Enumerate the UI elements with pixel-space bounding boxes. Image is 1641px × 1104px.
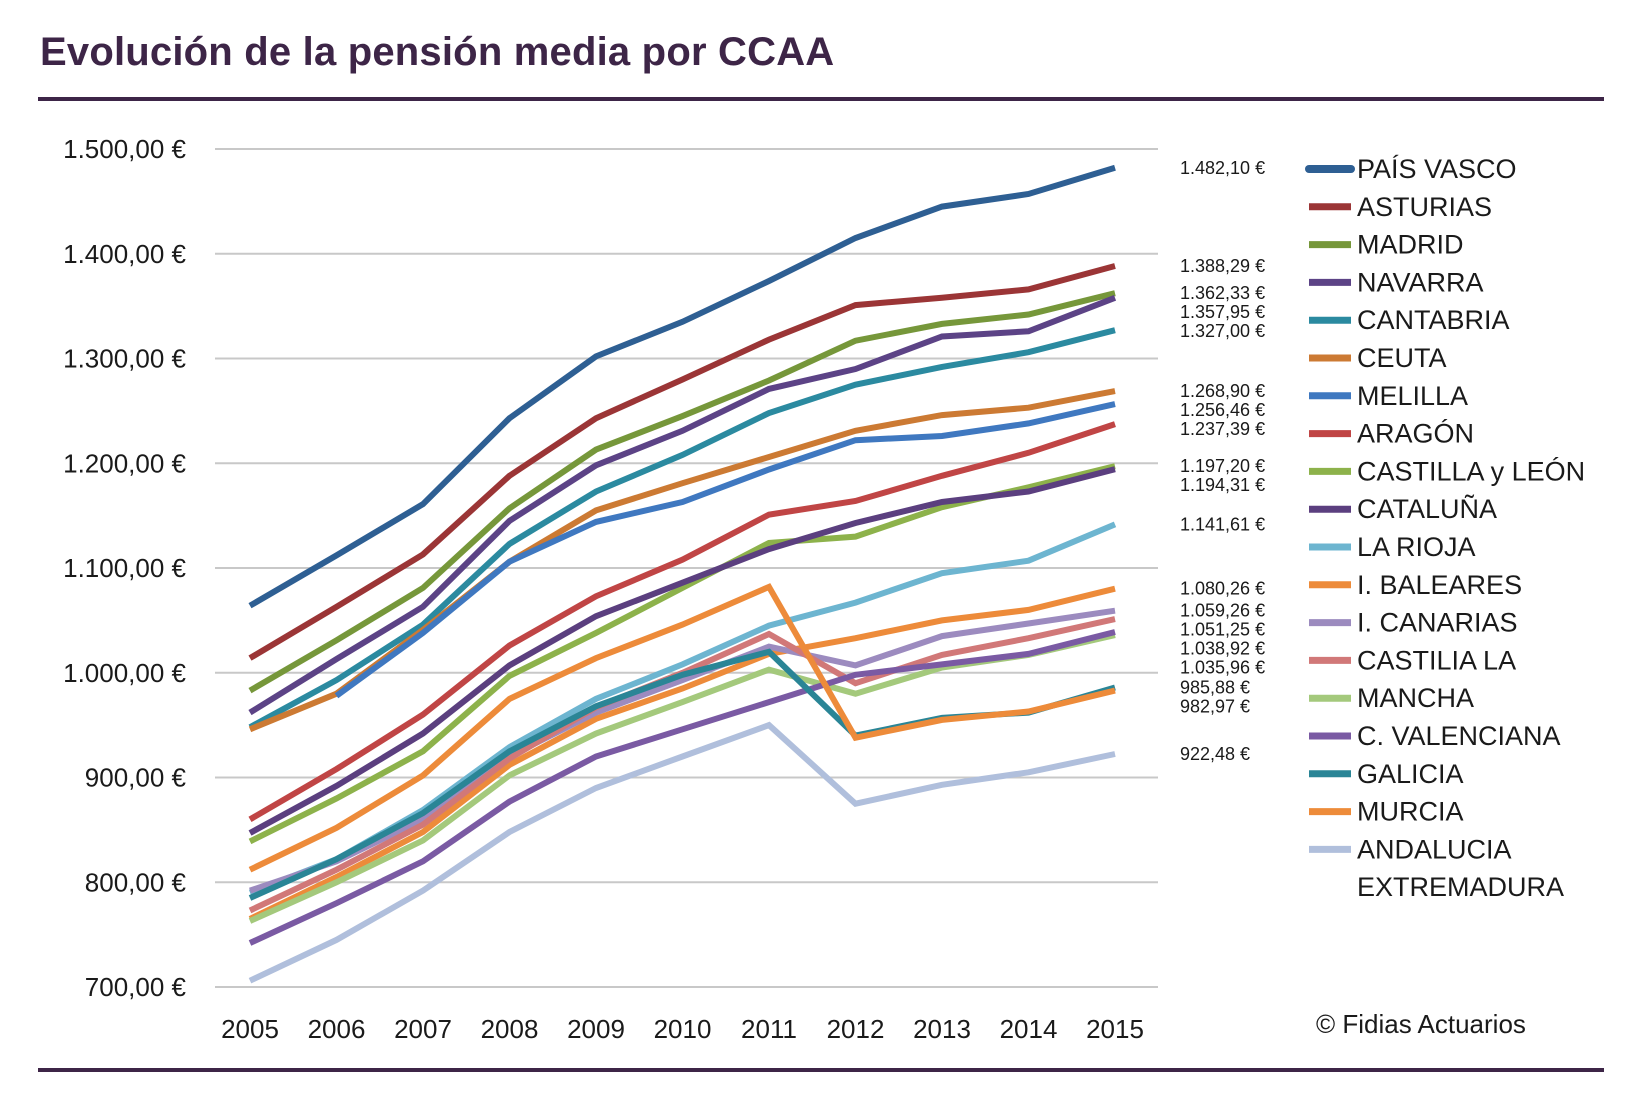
x-tick-label: 2012 [827, 1014, 885, 1044]
end-value-label: 1.362,33 € [1180, 283, 1265, 303]
legend-label: LA RIOJA [1357, 532, 1476, 562]
x-tick-label: 2008 [481, 1014, 539, 1044]
end-value-label: 982,97 € [1180, 697, 1250, 717]
legend-label: MURCIA [1357, 797, 1464, 827]
y-tick-label: 1.100,00 € [63, 553, 186, 583]
footer-divider [38, 1068, 1604, 1072]
x-tick-label: 2015 [1086, 1014, 1144, 1044]
legend-label: CASTILIA LA [1357, 645, 1516, 675]
legend-label: I. CANARIAS [1357, 608, 1518, 638]
legend-label: CEUTA [1357, 343, 1447, 373]
series-lines [248, 164, 1117, 984]
legend: PAÍS VASCO ASTURIAS MADRID NAVARRA CANTABRIA… [1305, 154, 1585, 902]
end-value-label: 1.197,20 € [1180, 456, 1265, 476]
x-tick-label: 2009 [567, 1014, 625, 1044]
legend-label: MELILLA [1357, 381, 1468, 411]
chart-title: Evolución de la pensión media por CCAA [40, 30, 835, 74]
end-value-label: 1.141,61 € [1180, 514, 1265, 534]
legend-label: NAVARRA [1357, 267, 1484, 297]
series-line-madrid [248, 290, 1116, 694]
legend-label: CANTABRIA [1357, 305, 1510, 335]
series-line-galicia [248, 629, 1116, 946]
legend-label: CASTILLA y LEÓN [1357, 455, 1585, 486]
series-line-arag-n [248, 421, 1116, 822]
y-tick-label: 800,00 € [85, 867, 187, 897]
y-tick-label: 900,00 € [85, 763, 187, 793]
y-tick-label: 1.500,00 € [63, 134, 186, 164]
y-tick-label: 1.400,00 € [63, 239, 186, 269]
x-tick-label: 2010 [654, 1014, 712, 1044]
x-tick-label: 2013 [913, 1014, 971, 1044]
series-line-melilla [334, 401, 1116, 699]
legend-label: GALICIA [1357, 759, 1464, 789]
end-value-label: 1.268,90 € [1180, 381, 1265, 401]
legend-label: CATALUÑA [1357, 493, 1497, 524]
end-value-label: 922,48 € [1180, 744, 1250, 764]
y-tick-label: 1.000,00 € [63, 658, 186, 688]
x-tick-label: 2007 [394, 1014, 452, 1044]
series-line-la-rioja [248, 466, 1116, 836]
legend-label: EXTREMADURA [1357, 872, 1564, 902]
copyright-credit: © Fidias Actuarios [1316, 1009, 1526, 1039]
end-value-label: 985,88 € [1180, 678, 1250, 698]
end-value-label: 1.237,39 € [1180, 419, 1265, 439]
legend-label: ASTURIAS [1357, 192, 1492, 222]
title-divider [38, 97, 1604, 101]
series-line-asturias [248, 263, 1116, 661]
end-value-label: 1.194,31 € [1180, 475, 1265, 495]
x-axis-tick-labels: 2005 2006 2007 2008 2009 2010 2011 2012 2013 2014… [221, 1014, 1144, 1044]
end-value-label: 1.051,25 € [1180, 620, 1265, 640]
series-line-castilia-la [249, 607, 1116, 894]
series-line-andalucia [248, 583, 1116, 873]
end-value-label: 1.327,00 € [1180, 321, 1265, 341]
x-tick-label: 2011 [741, 1014, 797, 1044]
x-tick-label: 2005 [221, 1014, 279, 1044]
end-value-label: 1.357,95 € [1180, 302, 1265, 322]
series-line-pa-s-vasco [248, 164, 1116, 609]
y-tick-label: 1.200,00 € [63, 448, 186, 478]
end-value-label: 1.080,26 € [1180, 579, 1265, 599]
legend-label: MANCHA [1357, 683, 1474, 713]
legend-label: ARAGÓN [1357, 418, 1474, 449]
x-tick-label: 2014 [1000, 1014, 1058, 1044]
series-line-navarra [248, 295, 1117, 716]
series-line-i-canarias [248, 585, 1116, 922]
legend-label: PAÍS VASCO [1357, 154, 1517, 184]
end-value-label: 1.059,26 € [1180, 601, 1265, 621]
end-value-labels: 1.482,10 € 1.388,29 € 1.362,33 €1.357,95 €… [1180, 158, 1265, 764]
end-value-label: 1.256,46 € [1180, 400, 1265, 420]
x-tick-label: 2006 [308, 1014, 366, 1044]
legend-label: C. VALENCIANA [1357, 721, 1561, 751]
y-tick-label: 1.300,00 € [63, 344, 186, 374]
series-line-cantabria [248, 327, 1116, 730]
y-tick-label: 700,00 € [85, 972, 187, 1002]
legend-label: MADRID [1357, 230, 1464, 260]
end-value-label: 1.038,92 € [1180, 639, 1265, 659]
y-axis-tick-labels: 700,00 € 800,00 € 900,00 € 1.000,00 € 1.100,… [63, 134, 186, 1002]
end-value-label: 1.388,29 € [1180, 256, 1265, 276]
end-value-label: 1.035,96 € [1180, 658, 1265, 678]
series-line-extremadura [248, 721, 1116, 984]
end-value-label: 1.482,10 € [1180, 158, 1265, 178]
legend-label: ANDALUCIA [1357, 834, 1512, 864]
legend-label: I. BALEARES [1357, 570, 1522, 600]
